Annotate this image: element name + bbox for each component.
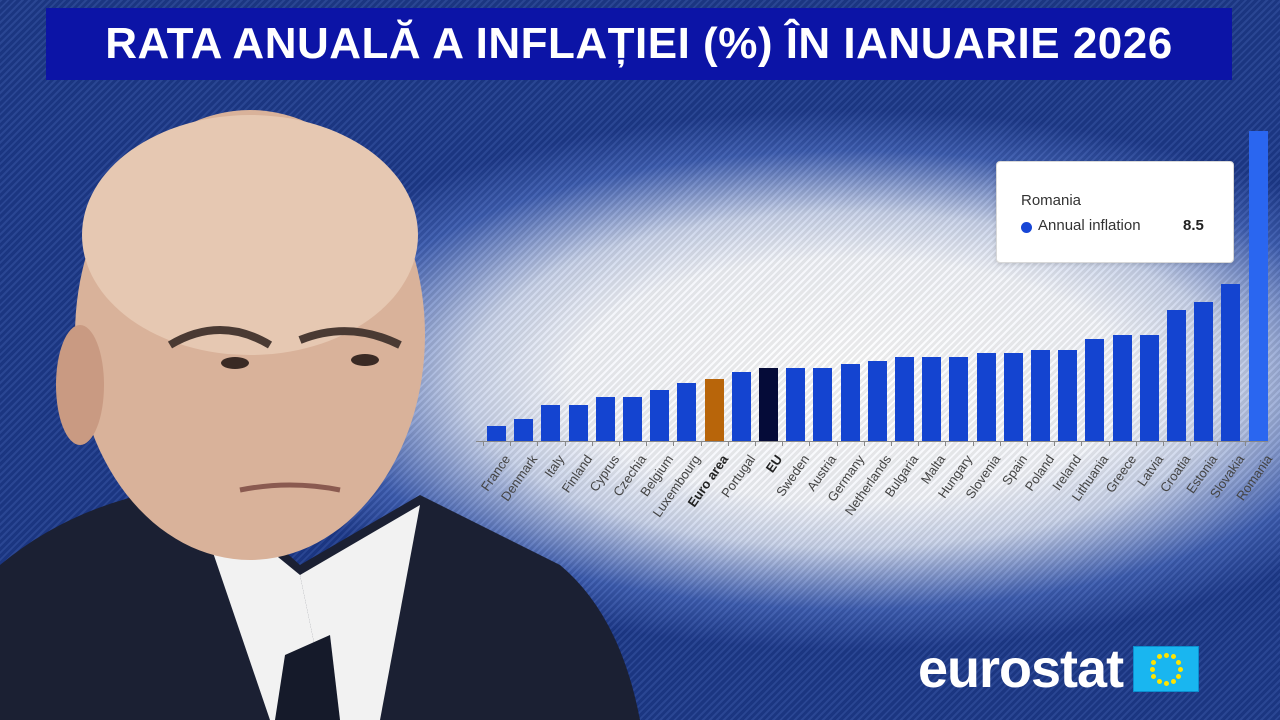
bar-cyprus[interactable] <box>595 397 615 441</box>
star-icon <box>1175 673 1181 679</box>
bar-czechia[interactable] <box>623 397 642 441</box>
star-icon <box>1170 654 1176 660</box>
x-tick <box>727 441 729 446</box>
x-tick <box>1135 441 1137 446</box>
bar-latvia[interactable] <box>1139 335 1159 441</box>
bar-malta[interactable] <box>922 357 942 441</box>
chart-tooltip: Romania Annual inflation 8.5 <box>996 161 1234 263</box>
star-icon <box>1151 659 1157 665</box>
star-icon <box>1149 666 1155 672</box>
bar-spain[interactable] <box>1003 353 1023 441</box>
bar-netherlands[interactable] <box>867 360 887 441</box>
x-tick <box>1190 441 1192 446</box>
title-banner: RATA ANUALĂ A INFLAȚIEI (%) ÎN IANUARIE … <box>46 8 1232 80</box>
series-dot-icon <box>1021 222 1032 233</box>
x-tick <box>673 441 675 446</box>
bar-sweden[interactable] <box>786 368 806 441</box>
page-title: RATA ANUALĂ A INFLAȚIEI (%) ÎN IANUARIE … <box>105 19 1173 68</box>
x-tick <box>945 441 947 446</box>
x-tick <box>782 441 784 446</box>
star-icon <box>1151 673 1157 679</box>
star-icon <box>1177 666 1183 672</box>
bar-denmark[interactable] <box>514 419 534 441</box>
bar-greece[interactable] <box>1112 335 1132 441</box>
bar-euro-area[interactable] <box>704 379 724 441</box>
x-tick <box>972 441 974 446</box>
bar-ireland[interactable] <box>1058 349 1078 441</box>
x-tick <box>1054 441 1056 446</box>
bar-austria[interactable] <box>813 368 833 441</box>
x-tick <box>863 441 865 446</box>
bar-romania[interactable] <box>1248 131 1268 441</box>
tooltip-series: Annual inflation <box>1038 217 1141 234</box>
eurostat-logo: eurostat <box>918 639 1200 699</box>
star-icon <box>1163 680 1169 686</box>
eu-flag-icon <box>1133 646 1200 692</box>
star-icon <box>1156 654 1162 660</box>
x-tick <box>1027 441 1028 446</box>
x-tick <box>891 441 892 446</box>
person-photo <box>0 110 640 720</box>
x-tick <box>700 441 702 446</box>
bar-lithuania[interactable] <box>1085 338 1105 441</box>
bar-slovenia[interactable] <box>976 353 996 441</box>
star-icon <box>1156 678 1162 684</box>
bar-portugal[interactable] <box>731 371 751 441</box>
bar-finland[interactable] <box>568 404 588 441</box>
bar-eu[interactable] <box>759 368 778 441</box>
bar-bulgaria[interactable] <box>895 357 914 441</box>
tooltip-value: 8.5 <box>1183 217 1204 234</box>
x-tick <box>836 441 838 446</box>
bar-luxembourg[interactable] <box>677 382 697 441</box>
x-tick <box>483 441 484 446</box>
star-icon <box>1163 652 1169 658</box>
x-tick <box>537 441 539 446</box>
bar-belgium[interactable] <box>650 389 670 441</box>
bar-hungary[interactable] <box>949 357 969 441</box>
x-tick <box>1244 441 1246 446</box>
x-tick <box>564 441 566 446</box>
x-tick <box>1108 441 1110 446</box>
x-tick <box>999 441 1001 446</box>
bar-slovakia[interactable] <box>1221 284 1241 441</box>
bar-croatia[interactable] <box>1167 309 1186 441</box>
x-tick <box>510 441 512 446</box>
x-tick <box>646 441 648 446</box>
x-axis <box>476 441 1268 442</box>
x-tick <box>591 441 593 446</box>
x-tick <box>918 441 920 446</box>
bar-italy[interactable] <box>541 404 561 441</box>
x-tick <box>1163 441 1164 446</box>
star-icon <box>1170 678 1176 684</box>
logo-text: eurostat <box>918 639 1124 699</box>
x-tick <box>619 441 620 446</box>
x-tick <box>1217 441 1219 446</box>
bar-france[interactable] <box>487 426 506 441</box>
bar-estonia[interactable] <box>1194 302 1214 441</box>
x-tick <box>755 441 756 446</box>
star-icon <box>1175 659 1181 665</box>
bar-poland[interactable] <box>1031 349 1050 441</box>
tooltip-country: Romania <box>1021 192 1082 209</box>
bar-germany[interactable] <box>840 364 860 441</box>
x-tick <box>1081 441 1083 446</box>
x-tick <box>809 441 811 446</box>
